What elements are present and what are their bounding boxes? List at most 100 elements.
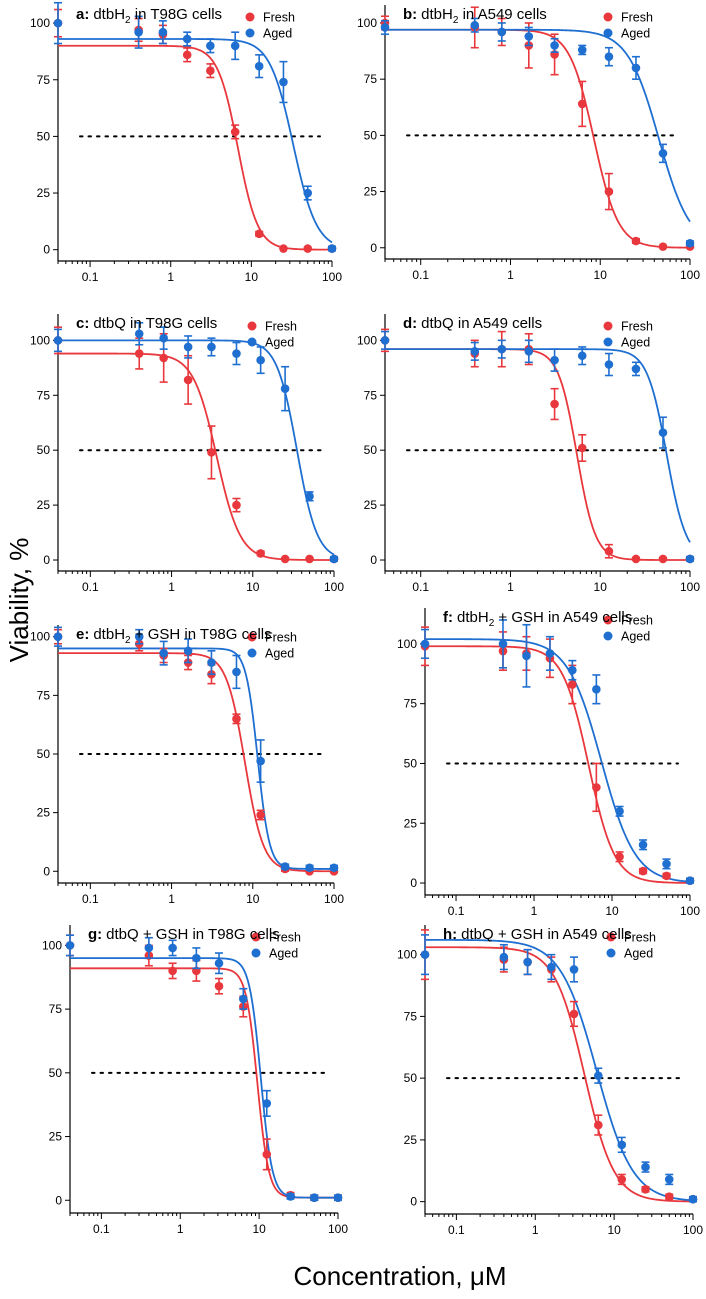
title-text: dtbH (93, 626, 125, 643)
data-point-aged (254, 61, 264, 71)
data-point-aged (53, 18, 63, 28)
x-tick-label: 0.1 (412, 268, 429, 282)
y-tick-label: 100 (30, 630, 50, 644)
data-point-fresh (658, 242, 668, 251)
panel-title: g: dtbQ + GSH in T98G cells (88, 926, 280, 943)
data-point-aged (280, 862, 290, 871)
data-point-aged (53, 632, 63, 642)
y-tick-label: 0 (43, 553, 50, 567)
panel-letter: c: (76, 315, 89, 332)
x-tick-label: 0.1 (448, 904, 465, 918)
panel-b: 0 25 50 75 100 0.1 1 10 100 Fresh Aged b: dtbH2 in A… (357, 5, 700, 282)
x-tick-label: 0.1 (93, 1222, 110, 1236)
x-tick-label: 10 (246, 892, 260, 906)
data-point-aged (256, 355, 265, 365)
data-point-fresh (631, 554, 641, 564)
legend-marker-fresh (247, 632, 257, 642)
data-point-fresh (279, 244, 288, 253)
legend-marker-aged (603, 631, 613, 641)
fit-curve-aged (70, 957, 338, 1199)
data-point-aged (662, 859, 671, 869)
x-tick-label: 10 (246, 580, 260, 594)
data-point-aged (134, 27, 143, 37)
fit-curve-fresh (58, 44, 333, 251)
legend-label-fresh: Fresh (265, 320, 297, 334)
title-text: dtbQ in A549 cells (421, 315, 542, 332)
data-point-aged (158, 27, 168, 37)
legend-label-fresh: Fresh (624, 931, 656, 945)
data-point-aged (685, 876, 695, 885)
x-tick-label: 10 (605, 904, 619, 918)
data-point-fresh (604, 187, 614, 196)
y-tick-label: 100 (357, 16, 377, 30)
y-axis-label: Viability, % (4, 538, 34, 663)
title-text-rest: + GSH in A549 cells (494, 609, 632, 626)
panel-letter: f: (443, 609, 453, 626)
data-point-aged (499, 952, 509, 962)
y-tick-label: 100 (397, 637, 417, 651)
title-subscript: 2 (125, 635, 131, 646)
panel-letter: e: (76, 626, 89, 643)
fit-curve-aged (425, 638, 691, 883)
data-point-aged (658, 428, 668, 437)
legend-label-aged: Aged (265, 336, 294, 350)
data-point-aged (545, 649, 555, 658)
data-point-aged (279, 77, 288, 87)
legend-label-aged: Aged (621, 336, 650, 350)
data-point-aged (617, 1140, 627, 1150)
data-point-fresh (592, 783, 601, 792)
fit-curve-fresh (58, 352, 334, 561)
data-point-aged (604, 52, 614, 61)
x-tick-label: 100 (324, 580, 344, 594)
data-point-aged (592, 685, 601, 694)
legend-label-aged: Aged (621, 27, 650, 41)
title-text: dtbQ + GSH in A549 cells (461, 926, 632, 943)
y-tick-label: 100 (30, 333, 50, 347)
y-tick-label: 75 (364, 72, 378, 86)
data-point-aged (594, 1071, 603, 1080)
fit-curve-aged (58, 339, 335, 556)
data-point-fresh (254, 229, 264, 239)
fit-curve-fresh (58, 652, 335, 873)
x-tick-label: 100 (680, 268, 700, 282)
data-point-aged (497, 27, 507, 37)
title-text-rest: in A549 cells (458, 6, 546, 23)
y-tick-label: 75 (37, 388, 51, 402)
panel-title: b: dtbH2 in A549 cells (403, 6, 547, 26)
data-point-aged (498, 639, 508, 649)
data-point-aged (333, 1193, 343, 1203)
data-point-aged (550, 355, 559, 365)
data-point-fresh (658, 554, 668, 564)
y-tick-label: 25 (364, 185, 378, 199)
data-point-fresh (280, 554, 290, 564)
y-tick-label: 50 (364, 128, 378, 142)
data-point-fresh (207, 448, 216, 457)
legend-label-fresh: Fresh (265, 631, 297, 645)
legend-label-aged: Aged (269, 947, 298, 961)
x-tick-label: 10 (252, 1222, 266, 1236)
data-point-aged (280, 384, 290, 393)
y-tick-label: 0 (55, 1193, 62, 1207)
panel-title: e: dtbH2 + GSH in T98G cells (76, 626, 272, 646)
x-tick-label: 1 (532, 1223, 539, 1237)
data-point-aged (577, 45, 587, 55)
data-point-aged (65, 941, 75, 950)
fit-curve-fresh (385, 28, 691, 249)
fit-curve-fresh (70, 967, 338, 1199)
x-tick-label: 100 (683, 1223, 703, 1237)
legend-label-aged: Aged (621, 630, 650, 644)
y-tick-label: 0 (370, 241, 377, 255)
x-tick-label: 10 (607, 1223, 621, 1237)
data-point-fresh (664, 1192, 674, 1202)
fit-curve-aged (58, 38, 333, 244)
panel-title: h: dtbQ + GSH in A549 cells (443, 926, 632, 943)
data-point-fresh (206, 66, 215, 75)
panel-title: f: dtbH2 + GSH in A549 cells (443, 609, 632, 629)
data-point-aged (523, 957, 532, 967)
legend-label-fresh: Fresh (621, 320, 653, 334)
data-point-aged (522, 651, 531, 661)
legend-marker-aged (247, 337, 257, 347)
data-point-aged (685, 238, 695, 248)
data-point-aged (303, 188, 313, 198)
